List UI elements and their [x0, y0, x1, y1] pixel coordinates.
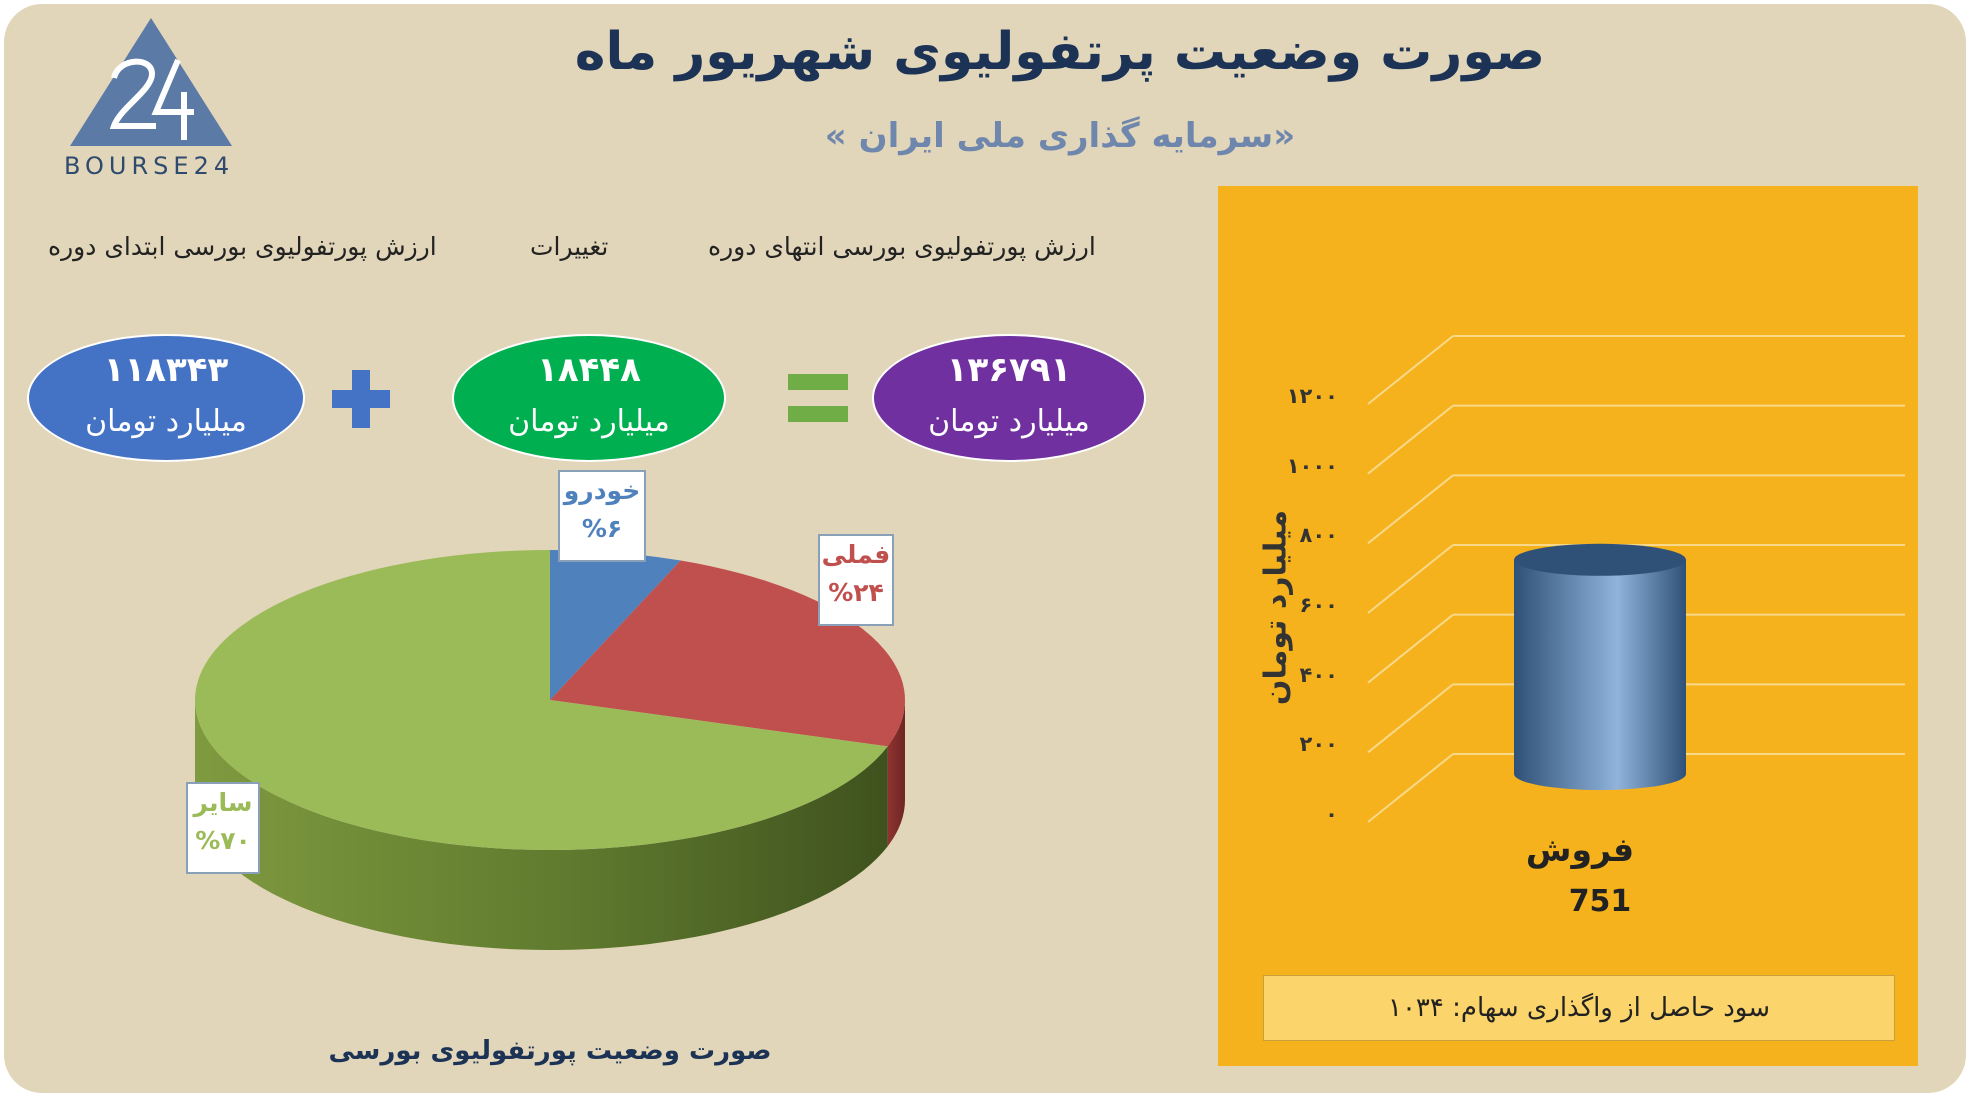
bar-grid-diagonal: [1367, 544, 1454, 614]
start-unit: میلیارد تومان: [85, 404, 247, 439]
pie-label-sayer: سایر %۷۰: [186, 782, 260, 874]
end-value: ۱۳۶۷۹۱: [946, 350, 1072, 390]
pie-depth: [195, 700, 905, 950]
bar-y-tick-label: ۶۰۰: [1299, 593, 1338, 617]
pie-label-fameli-name: فملی: [821, 540, 891, 569]
pie-label-khodro-value: %۶: [581, 514, 623, 543]
pie-label-fameli: فملی %۲۴: [818, 534, 894, 626]
bar-y-tick-label: ۱۲۰۰: [1286, 384, 1338, 408]
bar-forosh-top: [1514, 543, 1686, 576]
end-unit: میلیارد تومان: [928, 404, 1090, 439]
change-unit: میلیارد تومان: [508, 404, 670, 439]
bar-grid-diagonal: [1367, 404, 1454, 475]
plus-icon: [332, 370, 390, 428]
change-value: ۱۸۴۴۸: [537, 350, 641, 390]
pie-depth-sayer: [195, 700, 888, 950]
bourse24-logo-icon: [70, 18, 232, 146]
equals-icon: [788, 374, 848, 422]
bar-y-axis-label: میلیارد تومان: [1258, 509, 1294, 706]
bar-grid-diagonal: [1367, 753, 1454, 823]
pie-chart-title: صورت وضعیت پورتفولیوی بورسی: [328, 1036, 772, 1066]
change-value-oval: ۱۸۴۴۸ میلیارد تومان: [452, 334, 726, 462]
start-value: ۱۱۸۳۴۳: [103, 350, 229, 390]
end-value-label: ارزش پورتفولیوی بورسی انتهای دوره: [708, 232, 1096, 261]
pie-slice-sayer: [194, 550, 888, 850]
pie-label-fameli-value: %۲۴: [828, 578, 884, 607]
bar-grid-diagonal: [1367, 613, 1454, 684]
pie-label-sayer-value: %۷۰: [195, 826, 251, 855]
pie-label-sayer-name: سایر: [193, 788, 253, 817]
bar-grid-diagonal: [1367, 474, 1454, 545]
bar-category-label: فروش: [1525, 830, 1635, 869]
pie-top: [194, 550, 905, 850]
pie-chart: [194, 550, 905, 950]
page-subtitle: «سرمایه گذاری ملی ایران »: [824, 116, 1296, 156]
bar-y-tick-label: ۴۰۰: [1299, 662, 1338, 687]
bar-mark: [1514, 543, 1686, 790]
pie-label-khodro-name: خودرو: [563, 476, 641, 505]
bar-grid-diagonal: [1367, 683, 1454, 754]
bar-y-tick-label: ۱۰۰۰: [1286, 453, 1338, 478]
start-value-oval: ۱۱۸۳۴۳ میلیارد تومان: [27, 334, 305, 462]
bar-value-label: 751: [1568, 884, 1632, 919]
end-value-oval: ۱۳۶۷۹۱ میلیارد تومان: [872, 334, 1146, 462]
bar-y-tick-label: ۰: [1325, 802, 1338, 826]
pie-depth-fameli: [887, 700, 905, 847]
bar-y-tick-label: ۸۰۰: [1299, 523, 1338, 548]
bar-chart: [1367, 335, 1905, 823]
change-label: تغییرات: [530, 232, 609, 261]
start-value-label: ارزش پورتفولیوی بورسی ابتدای دوره: [48, 232, 437, 261]
bar-y-tick-label: ۲۰۰: [1299, 732, 1338, 757]
bar-forosh-body: [1514, 559, 1686, 790]
pie-slice-fameli: [550, 560, 905, 747]
pie-slice-khodro: [550, 550, 681, 700]
share-sale-profit-note: سود حاصل از واگذاری سهام: ۱۰۳۴: [1263, 975, 1895, 1041]
page-title: صورت وضعیت پرتفولیوی شهریور ماه: [574, 22, 1546, 82]
pie-label-khodro: خودرو %۶: [558, 470, 646, 562]
bar-grid-diagonal: [1367, 335, 1454, 405]
logo-text: BOURSE24: [64, 152, 235, 180]
